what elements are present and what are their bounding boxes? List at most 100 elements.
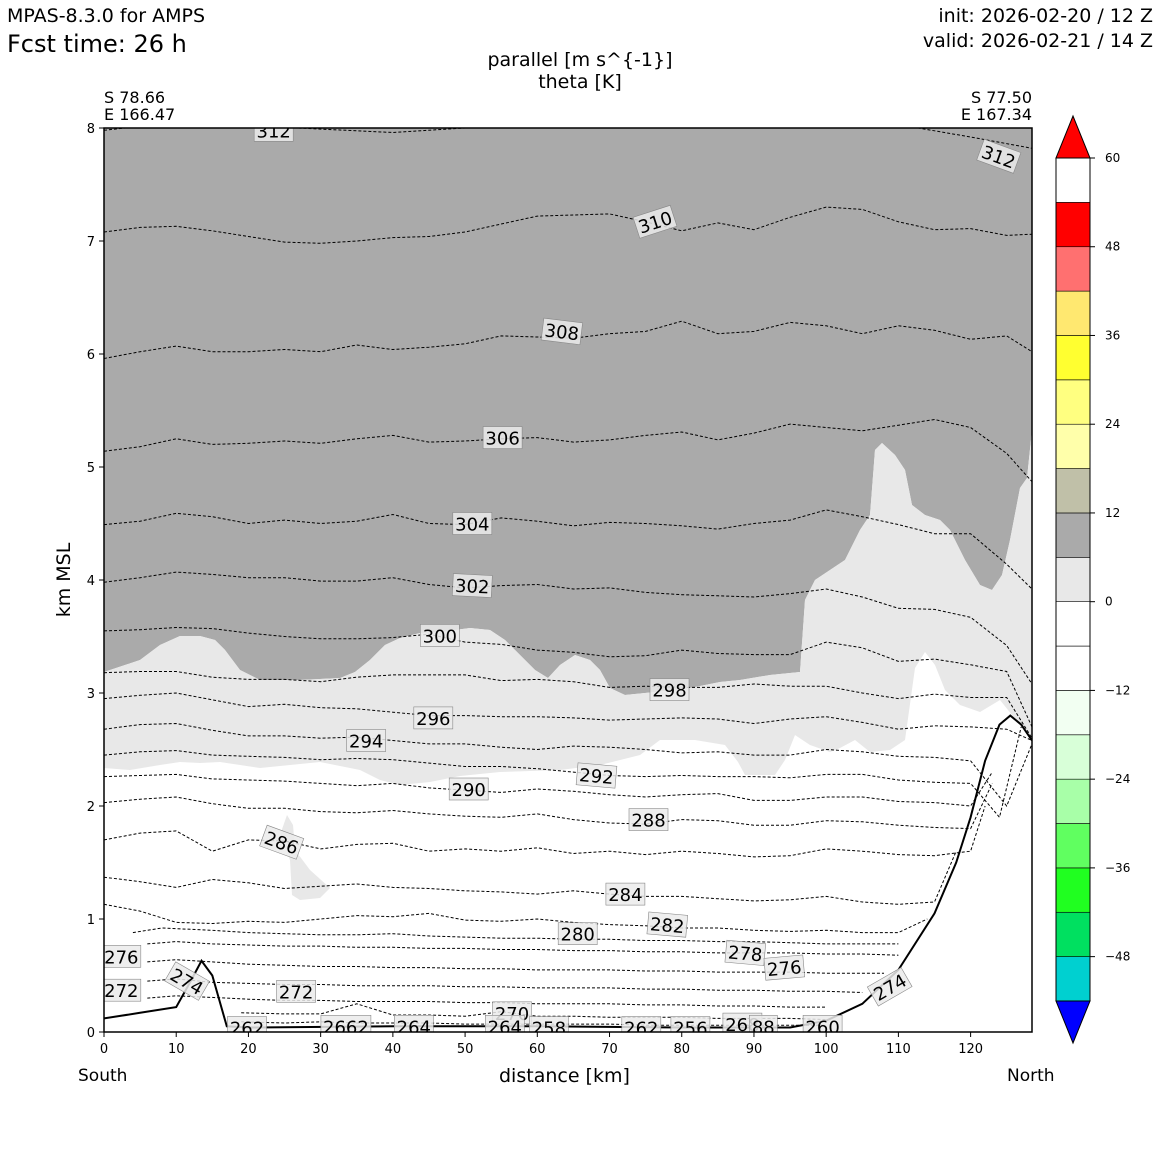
- colorbar-segment: [1055, 601, 1091, 647]
- y-tick-label: 4: [87, 574, 95, 589]
- colorbar-segment: [1055, 423, 1091, 469]
- theta-contour-278: [147, 941, 899, 956]
- contour-label-box: [413, 706, 454, 730]
- contour-label: 292: [575, 762, 618, 789]
- x-tick-label: 110: [886, 1042, 911, 1057]
- contour-label-text: 308: [543, 320, 580, 345]
- theta-contour-298: [104, 671, 1032, 739]
- contour-label-text: 2662: [323, 1017, 369, 1038]
- contour-label-box: [346, 729, 387, 752]
- start-lat: S 78.66: [104, 88, 166, 107]
- colorbar-segment: [1055, 911, 1091, 957]
- y-tick-label: 3: [87, 687, 95, 702]
- colorbar-segment: [1055, 290, 1091, 336]
- contour-label-text: 264: [397, 1017, 431, 1038]
- theta-contour-284: [104, 851, 957, 905]
- contour-label: 290: [448, 777, 489, 801]
- contour-label: 2662: [320, 1015, 372, 1038]
- contour-label-box: [670, 1016, 711, 1032]
- contour-labels: 3123123103083063043023002982962942922902…: [104, 121, 1022, 1040]
- colorbar-tick-label: 36: [1105, 328, 1120, 342]
- contour-label-box: [557, 922, 598, 946]
- colorbar-tick-label: 0: [1105, 595, 1113, 609]
- contour-label: 276: [104, 944, 142, 968]
- contour-label-box: [448, 777, 489, 801]
- theta-contour-294: [104, 722, 1032, 807]
- x-tick-label: 90: [746, 1042, 763, 1057]
- valid-time: valid: 2026-02-21 / 14 Z: [922, 30, 1153, 52]
- contour-label-text: 262: [230, 1019, 264, 1040]
- contour-label-text: 304: [455, 515, 489, 536]
- contour-label-box: [649, 678, 690, 701]
- contour-label: 272: [276, 979, 316, 1003]
- colorbar-over-triangle: [1055, 114, 1091, 159]
- contour-label-text: 294: [349, 732, 383, 753]
- contour-label: 298: [649, 678, 690, 702]
- contour-label-text: 256: [673, 1019, 707, 1040]
- contour-label-box: [482, 426, 523, 449]
- contour-label: 264: [484, 1015, 525, 1032]
- contour-label-box: [451, 573, 493, 598]
- colorbar-segment: [1055, 468, 1091, 514]
- colorbar-frame: [1055, 157, 1091, 1002]
- contour-label: 264: [393, 1015, 434, 1038]
- model-title: MPAS-8.3.0 for AMPS: [7, 5, 206, 27]
- contour-label-text: 312: [257, 121, 291, 142]
- contour-label-box: [419, 624, 460, 647]
- contour-label: 278: [724, 939, 767, 966]
- y-tick-label: 2: [87, 800, 95, 815]
- contour-label-text: 300: [423, 626, 457, 647]
- end-lat: S 77.50: [970, 88, 1032, 107]
- x-tick-label: 60: [529, 1042, 546, 1057]
- theta-contour-280: [132, 927, 899, 945]
- contour-label-text: 288: [631, 811, 665, 832]
- contour-label: 282: [646, 911, 689, 938]
- y-tick-label: 5: [87, 461, 95, 476]
- x-axis-label: distance [km]: [499, 1065, 630, 1087]
- contour-label-box: [632, 204, 678, 239]
- contour-label-box: [484, 1015, 525, 1032]
- contour-label-box: [802, 1015, 843, 1032]
- contour-label-box: [605, 882, 646, 906]
- contour-label-box: [628, 808, 669, 831]
- contour-label-text: 272: [104, 981, 138, 1002]
- colorbar: 60 48 36 24 12 0 −12 −24 −36 −48: [1055, 114, 1130, 1045]
- y-axis: 0 1 2 3 4 5 6 7 8: [87, 122, 104, 1041]
- contour-label-text: 296: [416, 709, 450, 730]
- colorbar-tick-label: −36: [1105, 861, 1130, 875]
- end-lon: E 167.34: [960, 105, 1032, 124]
- colorbar-segment: [1055, 956, 1091, 1002]
- contour-label-text: 282: [649, 914, 685, 938]
- contour-label-box: [276, 979, 316, 1003]
- theta-contour-274: [147, 978, 863, 993]
- contour-label: 284: [605, 882, 646, 906]
- colorbar-segment: [1055, 157, 1091, 203]
- y-tick-label: 6: [87, 348, 95, 363]
- contour-label-text: 284: [608, 885, 642, 906]
- colorbar-segment: [1055, 512, 1091, 558]
- contour-label-box: [393, 1015, 434, 1032]
- contour-label-text: 276: [104, 947, 138, 968]
- contour-label: 260: [802, 1015, 843, 1032]
- theta-contour-272: [147, 995, 827, 1008]
- theta-contour-306: [104, 418, 1032, 483]
- contour-label: 300: [419, 624, 460, 647]
- theta-contour-288: [104, 783, 993, 830]
- contour-label-box: [540, 317, 583, 346]
- contour-label-text: 278: [727, 942, 763, 966]
- contour-label-text: 258: [532, 1019, 566, 1040]
- colorbar-segment: [1055, 202, 1091, 248]
- x-tick-label: 70: [601, 1042, 618, 1057]
- contour-label-box: [227, 1016, 267, 1032]
- init-time: init: 2026-02-20 / 12 Z: [938, 5, 1153, 27]
- colorbar-segment: [1055, 823, 1091, 869]
- x-tick-label: 30: [312, 1042, 329, 1057]
- contour-label-text: 280: [561, 925, 595, 946]
- theta-contour-304: [104, 509, 1032, 590]
- contour-label-box: [621, 1016, 662, 1032]
- contour-label-box: [452, 512, 493, 535]
- contour-label-box: [320, 1015, 372, 1032]
- contour-label-box: [724, 939, 767, 966]
- contour-label: 312: [253, 121, 294, 142]
